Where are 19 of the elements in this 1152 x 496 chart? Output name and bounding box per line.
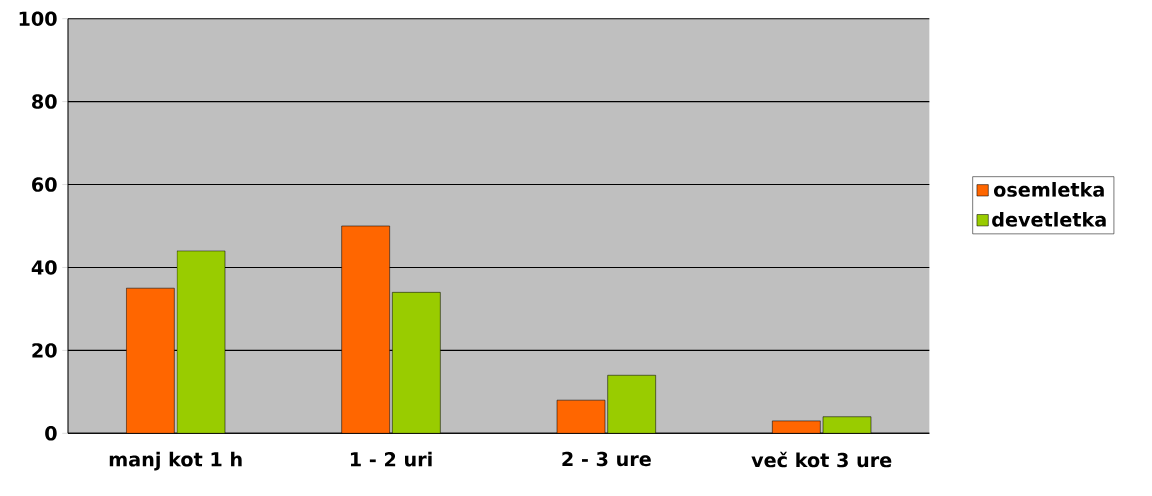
y-tick-label: 0 <box>45 426 57 441</box>
bar <box>822 416 872 434</box>
legend-label: osemletka <box>993 182 1104 197</box>
y-tick-label: 80 <box>32 94 57 109</box>
bar <box>556 399 606 434</box>
bar <box>392 292 441 434</box>
bar <box>126 287 175 434</box>
y-tick-label: 20 <box>32 343 57 358</box>
x-tick-label: manj kot 1 h <box>109 451 242 471</box>
y-tick-label: 60 <box>32 177 57 192</box>
bar <box>607 375 656 434</box>
y-tick-label: 100 <box>19 11 57 26</box>
bar <box>176 250 226 434</box>
x-tick-label: 1 - 2 uri <box>350 451 432 467</box>
x-tick-label: 2 - 3 ure <box>562 451 651 467</box>
legend-label: devetletka <box>992 211 1106 227</box>
bar <box>341 225 390 434</box>
x-tick-label: več kot 3 ure <box>751 451 892 468</box>
y-tick-label: 40 <box>31 260 57 275</box>
